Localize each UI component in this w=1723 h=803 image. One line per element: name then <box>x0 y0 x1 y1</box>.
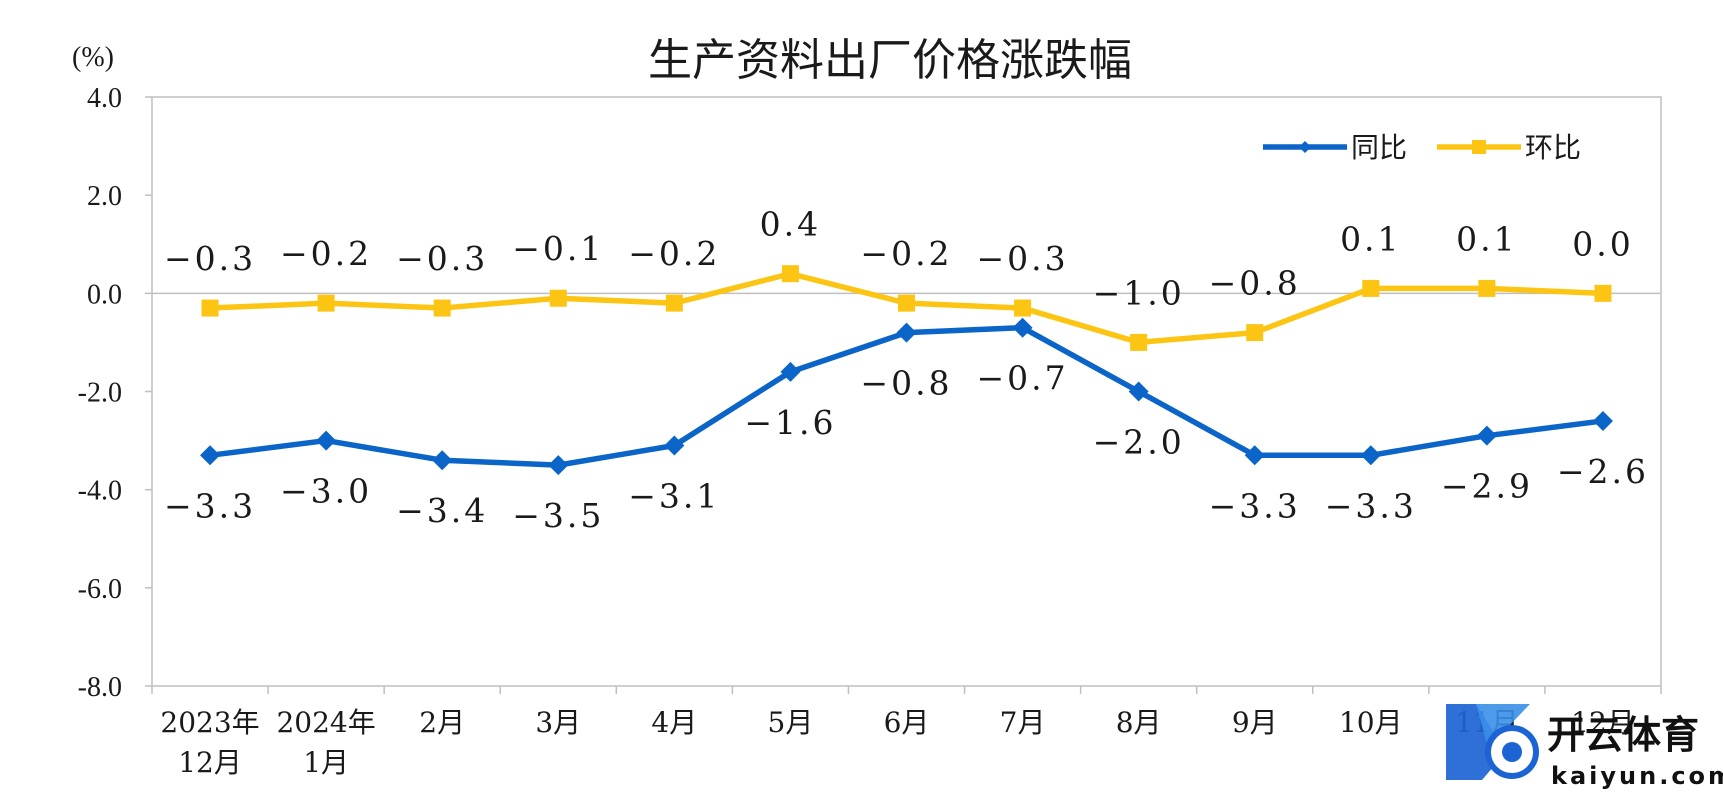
series-layer <box>200 265 1613 476</box>
data-point <box>433 299 451 317</box>
data-label: −3.3 <box>164 486 256 525</box>
legend-marker <box>1472 140 1486 154</box>
data-point <box>780 361 801 382</box>
data-point <box>1360 445 1381 466</box>
data-point <box>896 322 917 343</box>
data-point <box>1012 317 1033 338</box>
data-labels-layer: −3.3 −3.0 −3.4 −3.5 −3.1 −1.6 −0.8 −0.7 −2.0 −3.3… <box>164 205 1649 535</box>
data-label: −3.5 <box>512 496 604 535</box>
data-point <box>549 289 567 307</box>
data-label: −0.3 <box>164 239 256 278</box>
data-point <box>1594 284 1612 302</box>
data-label: 0.0 <box>1572 224 1633 263</box>
data-label: −3.3 <box>1325 486 1417 525</box>
data-point <box>1130 333 1148 351</box>
chart-title: 生产资料出厂价格涨跌幅 <box>648 35 1132 86</box>
data-label: 0.1 <box>1340 219 1401 258</box>
data-point <box>432 450 453 471</box>
data-label: −0.2 <box>860 234 952 273</box>
data-label: −2.9 <box>1441 467 1533 506</box>
data-label: −3.3 <box>1209 486 1301 525</box>
data-point <box>664 435 685 456</box>
y-tick-label: 0.0 <box>87 279 122 310</box>
data-point <box>1478 279 1496 297</box>
x-tick-label: 12月 <box>178 746 242 779</box>
x-tick-label: 5月 <box>768 706 814 739</box>
legend: 同比 环比 <box>1263 131 1581 164</box>
x-tick-label: 8月 <box>1116 706 1162 739</box>
data-point <box>1128 381 1149 402</box>
data-label: −3.0 <box>280 472 372 511</box>
y-axis: 4.0 2.0 0.0 -2.0 -4.0 -6.0 -8.0 <box>78 83 1661 703</box>
x-tick-label: 9月 <box>1232 706 1278 739</box>
data-point <box>1362 279 1380 297</box>
y-tick-label: -4.0 <box>78 476 122 507</box>
data-point <box>1476 425 1497 446</box>
data-point <box>1014 299 1032 317</box>
y-tick-label: -6.0 <box>78 574 122 605</box>
data-label: −0.2 <box>280 234 372 273</box>
data-label: −1.6 <box>744 403 836 442</box>
data-label: −0.3 <box>977 239 1069 278</box>
data-label: −3.4 <box>396 491 488 530</box>
data-point <box>781 265 799 283</box>
watermark-site: kaiyun.com <box>1551 762 1723 790</box>
x-tick-label: 12月 <box>1571 706 1635 739</box>
y-unit-label: (%) <box>72 42 114 73</box>
data-point <box>548 455 569 476</box>
data-label: −0.3 <box>396 239 488 278</box>
y-tick-label: -8.0 <box>78 672 122 703</box>
data-point <box>316 430 337 451</box>
data-label: 0.4 <box>760 205 821 244</box>
x-tick-label: 2月 <box>419 706 465 739</box>
data-label: −0.8 <box>1209 264 1301 303</box>
data-label: −2.6 <box>1557 452 1649 491</box>
data-label: −0.1 <box>512 229 604 268</box>
y-tick-label: 4.0 <box>87 83 122 114</box>
data-label: −3.1 <box>628 476 720 515</box>
legend-label: 同比 <box>1351 131 1407 164</box>
y-tick-label: -2.0 <box>78 378 122 409</box>
x-tick-label: 10月 <box>1339 706 1403 739</box>
data-label: −2.0 <box>1093 423 1185 462</box>
data-point <box>1592 410 1613 431</box>
x-tick-label: 4月 <box>651 706 697 739</box>
data-label: −0.8 <box>860 364 952 403</box>
data-point <box>317 294 335 312</box>
legend-marker <box>1299 141 1311 153</box>
data-label: −0.2 <box>628 234 720 273</box>
data-label: −0.7 <box>977 359 1069 398</box>
x-tick-label: 7月 <box>1000 706 1046 739</box>
data-point <box>1244 445 1265 466</box>
x-tick-label: 1月 <box>303 746 349 779</box>
x-tick-label: 2024年 <box>276 706 375 739</box>
data-point <box>1246 324 1264 342</box>
data-label: 0.1 <box>1456 219 1517 258</box>
x-tick-label: 3月 <box>535 706 581 739</box>
kaiyun-logo-icon <box>1446 704 1539 780</box>
x-tick-label: 2023年 <box>160 706 259 739</box>
data-label: −1.0 <box>1093 273 1185 312</box>
data-point <box>665 294 683 312</box>
watermark: 开云体育 kaiyun.com <box>1446 704 1723 790</box>
watermark-brand: 开云体育 <box>1547 713 1699 757</box>
data-point <box>200 445 221 466</box>
data-point <box>898 294 915 312</box>
y-tick-label: 2.0 <box>87 181 122 212</box>
legend-label: 环比 <box>1525 131 1581 164</box>
data-point <box>201 299 219 317</box>
x-tick-label: 6月 <box>884 706 930 739</box>
